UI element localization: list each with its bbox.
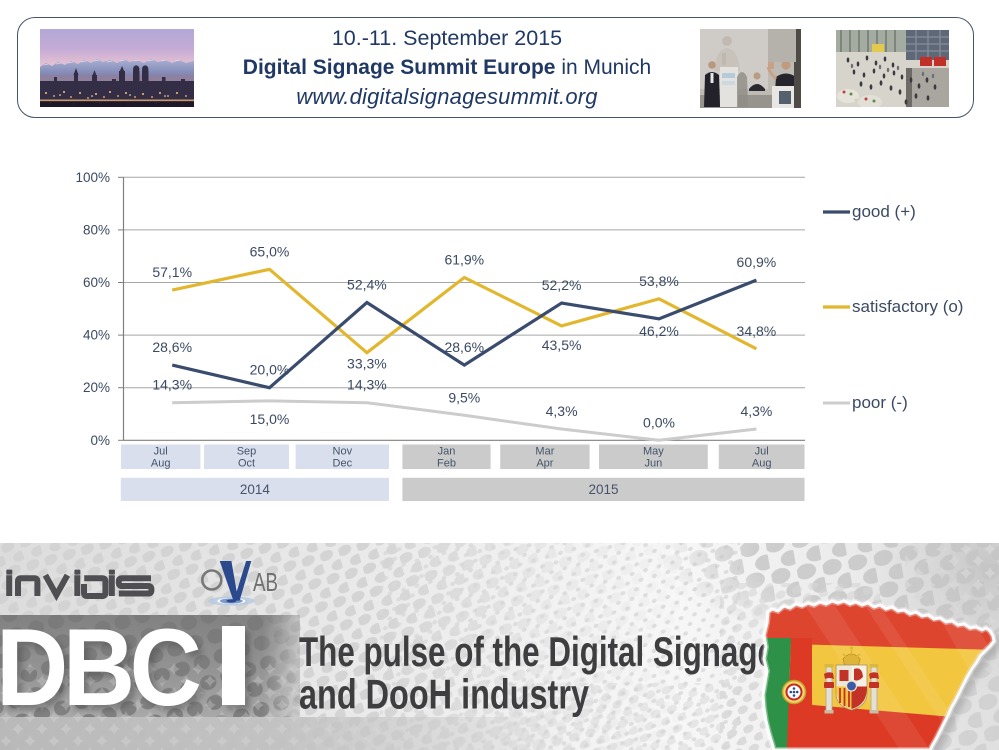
svg-text:Dec: Dec: [333, 458, 353, 470]
svg-text:28,6%: 28,6%: [444, 339, 484, 355]
svg-text:20%: 20%: [83, 380, 110, 395]
svg-text:15,0%: 15,0%: [250, 411, 290, 427]
svg-text:Jul: Jul: [154, 446, 168, 458]
svg-text:Feb: Feb: [437, 458, 456, 470]
svg-text:14,3%: 14,3%: [347, 377, 387, 393]
svg-text:Aug: Aug: [151, 458, 171, 470]
svg-text:good (+): good (+): [852, 202, 916, 221]
svg-text:Jul: Jul: [755, 446, 769, 458]
svg-text:52,2%: 52,2%: [542, 277, 582, 293]
svg-text:Mar: Mar: [535, 446, 554, 458]
svg-text:2015: 2015: [588, 482, 618, 497]
svg-text:61,9%: 61,9%: [444, 252, 484, 268]
svg-text:53,8%: 53,8%: [639, 273, 679, 289]
svg-text:DBC: DBC: [0, 607, 200, 729]
svg-text:2014: 2014: [240, 482, 271, 497]
svg-text:Jun: Jun: [645, 458, 663, 470]
svg-text:43,5%: 43,5%: [542, 337, 582, 353]
svg-text:52,4%: 52,4%: [347, 277, 387, 293]
svg-text:100%: 100%: [75, 170, 110, 185]
svg-text:poor (-): poor (-): [852, 393, 908, 412]
svg-text:Jan: Jan: [438, 446, 456, 458]
svg-text:Oct: Oct: [238, 458, 255, 470]
svg-text:9,5%: 9,5%: [448, 389, 480, 405]
svg-text:4,3%: 4,3%: [546, 403, 578, 419]
svg-text:33,3%: 33,3%: [347, 356, 387, 372]
svg-text:28,6%: 28,6%: [152, 339, 192, 355]
svg-text:20,0%: 20,0%: [250, 362, 290, 378]
svg-text:46,2%: 46,2%: [639, 323, 679, 339]
svg-text:Aug: Aug: [752, 458, 772, 470]
svg-text:34,8%: 34,8%: [737, 323, 777, 339]
svg-text:The pulse of the Digital Signa: The pulse of the Digital Signage: [299, 628, 775, 675]
svg-text:60,9%: 60,9%: [737, 254, 777, 270]
svg-text:57,1%: 57,1%: [152, 264, 192, 280]
svg-text:4,3%: 4,3%: [740, 403, 772, 419]
svg-text:AB: AB: [253, 569, 278, 597]
svg-text:satisfactory (o): satisfactory (o): [852, 297, 963, 316]
svg-text:65,0%: 65,0%: [250, 243, 290, 259]
svg-text:14,3%: 14,3%: [152, 377, 192, 393]
svg-text:0%: 0%: [90, 433, 110, 448]
svg-text:Nov: Nov: [333, 446, 353, 458]
svg-text:60%: 60%: [83, 275, 110, 290]
svg-text:May: May: [643, 446, 664, 458]
svg-text:80%: 80%: [83, 222, 110, 237]
svg-text:40%: 40%: [83, 328, 110, 343]
svg-text:Sep: Sep: [237, 446, 257, 458]
svg-text:DBC: DBC: [1, 612, 205, 734]
svg-text:and DooH industry: and DooH industry: [299, 671, 589, 718]
svg-text:0,0%: 0,0%: [643, 414, 675, 430]
svg-text:Apr: Apr: [536, 458, 553, 470]
